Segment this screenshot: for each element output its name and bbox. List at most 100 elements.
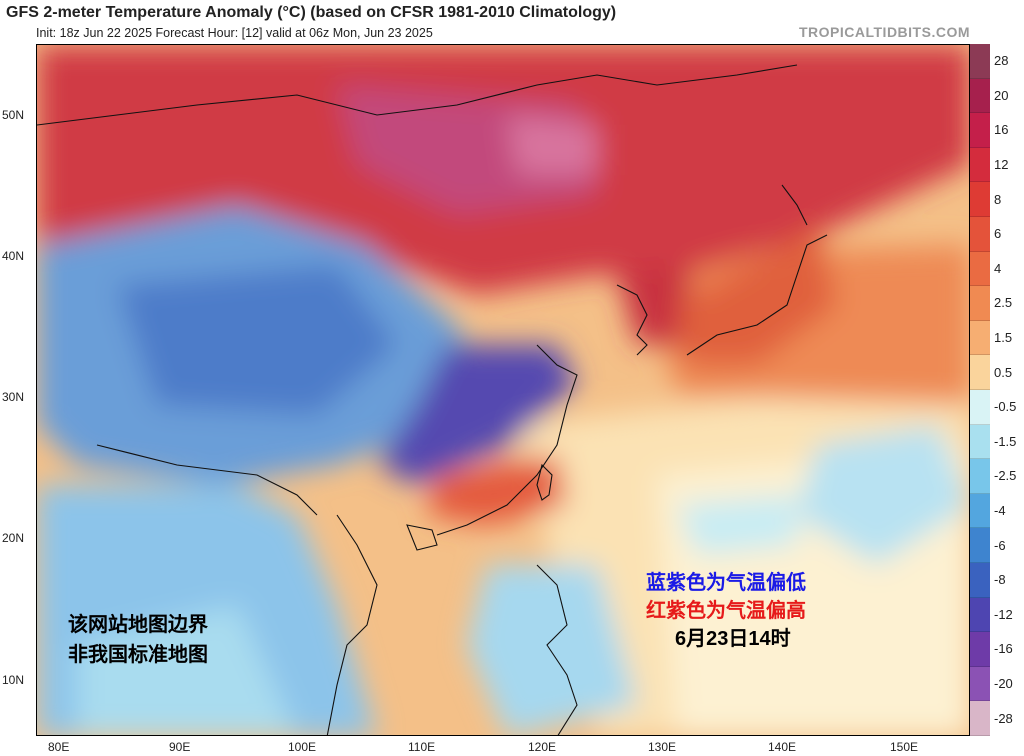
colorbar-step: 6 [970, 217, 1024, 252]
source-brand: TROPICALTIDBITS.COM [798, 24, 970, 40]
lon-label-80e: 80E [48, 740, 70, 754]
colorbar-step: -1.5 [970, 424, 1024, 460]
korea-coastline [616, 284, 648, 356]
colorbar-swatch [970, 217, 990, 252]
colorbar-label: -4 [994, 503, 1006, 519]
colorbar-step: 4 [970, 251, 1024, 287]
colorbar-swatch [970, 320, 990, 356]
colorbar-step: -28 [970, 701, 1024, 736]
colorbar-swatch [970, 286, 990, 321]
border-disclaimer-line-2: 非我国标准地图 [68, 644, 208, 666]
colorbar-swatch [970, 493, 990, 529]
colorbar-swatch [970, 355, 990, 390]
lon-label-120e: 120E [528, 740, 557, 754]
colorbar-swatch [970, 459, 990, 494]
cool-indian-ocean [77, 605, 297, 735]
colorbar-label: -6 [994, 537, 1006, 553]
colorbar-swatch [970, 147, 990, 183]
colorbar-label: 16 [994, 122, 1009, 138]
cool-pacific-patch-2 [677, 495, 797, 555]
colorbar-swatch [970, 424, 990, 460]
colorbar-step: 12 [970, 147, 1024, 183]
colorbar-step: -16 [970, 632, 1024, 667]
coastlines [37, 64, 828, 735]
colorbar-label: 1.5 [994, 330, 1013, 346]
colorbar-step: 28 [970, 44, 1024, 79]
warm-japan-region [677, 225, 837, 365]
lon-label-110e: 110E [408, 740, 436, 754]
colorbar-label: -1.5 [994, 433, 1017, 449]
colorbar-step: -20 [970, 666, 1024, 702]
date-note: 6月23日14时 [675, 628, 791, 650]
temperature-anomaly-map [36, 44, 970, 736]
anomaly-field [37, 45, 969, 735]
lat-label-20n: 20N [2, 531, 25, 545]
colorbar-step: 16 [970, 113, 1024, 148]
colorbar-swatch [970, 666, 990, 702]
indochina-coastline [326, 514, 378, 735]
colorbar-step: 0.5 [970, 355, 1024, 390]
colorbar: 28 20 16 12 8 6 4 2.5 1.5 0.5 -0.5 -1.5 -2.5 -4 -6 -8 -1… [970, 44, 1024, 736]
colorbar-swatch [970, 251, 990, 287]
lat-label-40n: 40N [2, 249, 25, 263]
colorbar-label: -12 [994, 606, 1013, 622]
colorbar-label: 0.5 [994, 364, 1013, 380]
map-header: GFS 2-meter Temperature Anomaly (°C) (ba… [0, 0, 1024, 44]
colorbar-step: -0.5 [970, 390, 1024, 425]
warm-anomaly-note: 红紫色为气温偏高 [646, 600, 806, 622]
colorbar-step: -2.5 [970, 459, 1024, 494]
lat-label-10n: 10N [2, 673, 25, 687]
japan-coastline [686, 234, 828, 356]
lon-label-150e: 150E [890, 740, 919, 754]
hokkaido-coastline [781, 184, 808, 226]
lon-label-90e: 90E [169, 740, 191, 754]
hot-mongolia-region [337, 85, 597, 215]
colorbar-label: 2.5 [994, 295, 1013, 311]
cool-philippines-region [467, 565, 637, 735]
colorbar-swatch [970, 182, 990, 217]
warm-korea-region [617, 265, 697, 345]
hot-core-region [507, 115, 597, 175]
hainan-coastline [406, 524, 438, 551]
colorbar-step: 8 [970, 182, 1024, 217]
colorbar-step: -8 [970, 563, 1024, 598]
border-disclaimer-line-1: 该网站地图边界 [68, 614, 208, 636]
colorbar-label: 6 [994, 226, 1002, 242]
colorbar-label: -16 [994, 641, 1013, 657]
warm-south-china [427, 455, 567, 525]
lon-label-130e: 130E [648, 740, 677, 754]
lon-label-100e: 100E [288, 740, 317, 754]
colorbar-label: -20 [994, 676, 1013, 692]
colorbar-label: -0.5 [994, 399, 1017, 415]
colorbar-swatch [970, 632, 990, 667]
colorbar-swatch [970, 44, 990, 79]
colorbar-swatch [970, 701, 990, 736]
lon-label-140e: 140E [768, 740, 797, 754]
colorbar-label: -8 [994, 572, 1006, 588]
colorbar-label: -28 [994, 710, 1013, 726]
philippines-coastline [536, 564, 578, 735]
colorbar-label: 12 [994, 157, 1009, 173]
colorbar-swatch [970, 563, 990, 598]
colorbar-label: 4 [994, 260, 1002, 276]
cool-pacific-patch [797, 425, 969, 565]
map-title: GFS 2-meter Temperature Anomaly (°C) (ba… [6, 4, 617, 21]
colorbar-swatch [970, 78, 990, 114]
taiwan-coastline [536, 463, 553, 501]
cold-anomaly-note: 蓝紫色为气温偏低 [646, 572, 806, 594]
lat-label-30n: 30N [2, 390, 25, 404]
northern-border [37, 64, 798, 126]
colorbar-label: 28 [994, 53, 1009, 69]
colorbar-step: 20 [970, 78, 1024, 114]
china-coastline [436, 344, 578, 536]
colorbar-swatch [970, 597, 990, 633]
colorbar-step: 2.5 [970, 286, 1024, 321]
himalaya-border [96, 444, 318, 516]
colorbar-step: -4 [970, 493, 1024, 529]
colorbar-swatch [970, 390, 990, 425]
colorbar-label: 8 [994, 191, 1002, 207]
colorbar-label: 20 [994, 87, 1009, 103]
colorbar-step: -6 [970, 528, 1024, 563]
colorbar-swatch [970, 528, 990, 563]
lat-label-50n: 50N [2, 108, 25, 122]
